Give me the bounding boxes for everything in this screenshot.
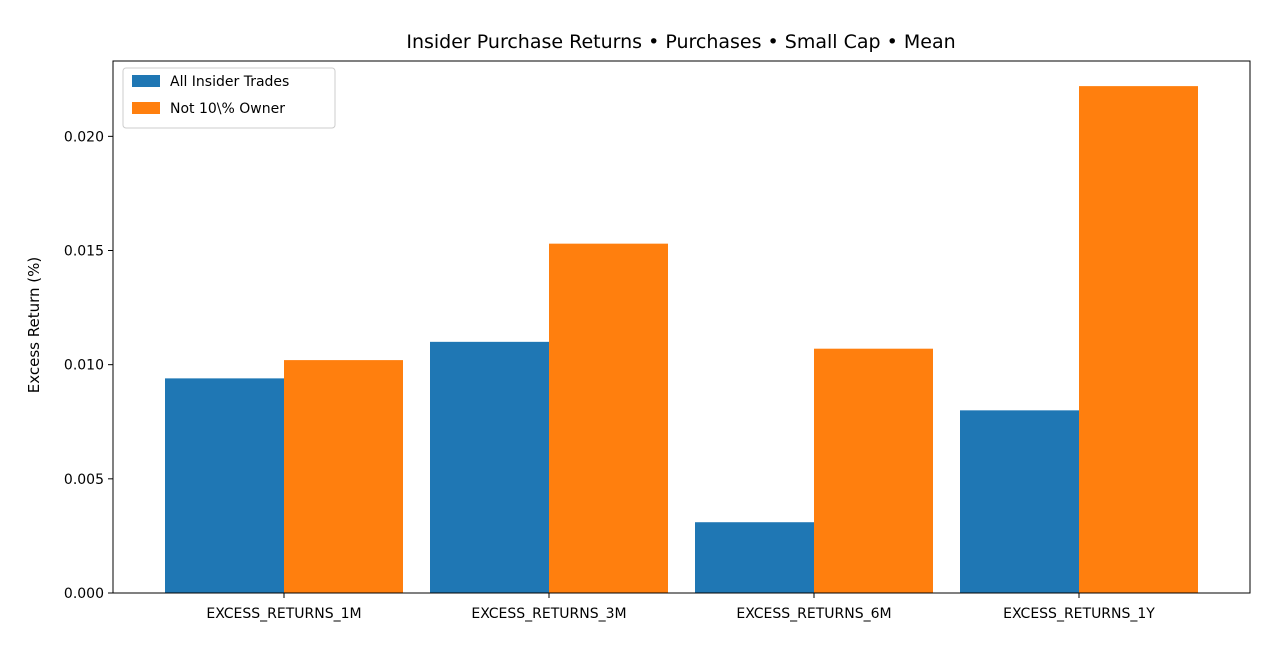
plot-frame [112,60,1251,594]
y-tick-label: 0.010 [64,358,104,374]
x-tick-label: EXCESS_RETURNS_1M [206,606,361,622]
y-tick-label: 0.000 [64,586,104,602]
x-tick-label: EXCESS_RETURNS_3M [471,606,626,622]
bar-not-10-owner-4 [1079,86,1198,594]
bar-not-10-owner-3 [814,348,933,593]
x-tick-label: EXCESS_RETURNS_1Y [1003,606,1155,622]
y-tick-label: 0.020 [64,129,104,145]
bar-all-insider-trades-4 [960,410,1079,593]
y-tick-label: 0.005 [64,472,104,488]
x-tick-label: EXCESS_RETURNS_6M [736,606,891,622]
legend-swatch [132,102,160,114]
bar-all-insider-trades-2 [430,341,549,593]
bar-all-insider-trades-3 [695,522,814,593]
y-axis-label: Excess Return (%) [25,257,43,393]
x-axis-ticks: EXCESS_RETURNS_1M EXCESS_RETURNS_3M EXCESS… [206,593,1155,622]
chart-title: Insider Purchase Returns • Purchases • S… [406,31,955,53]
legend-swatch [132,75,160,87]
y-tick-label: 0.015 [64,244,104,260]
legend-label: All Insider Trades [170,74,289,90]
bar-not-10-owner-1 [284,360,403,593]
bars-group [165,86,1198,594]
legend-label: Not 10\% Owner [170,101,285,117]
y-axis-ticks: 0.000 0.005 0.010 0.015 0.020 [64,129,113,602]
bar-not-10-owner-2 [549,243,668,593]
legend-box [122,67,336,129]
legend: All Insider Trades Not 10\% Owner [122,67,336,129]
bar-all-insider-trades-1 [165,378,284,593]
